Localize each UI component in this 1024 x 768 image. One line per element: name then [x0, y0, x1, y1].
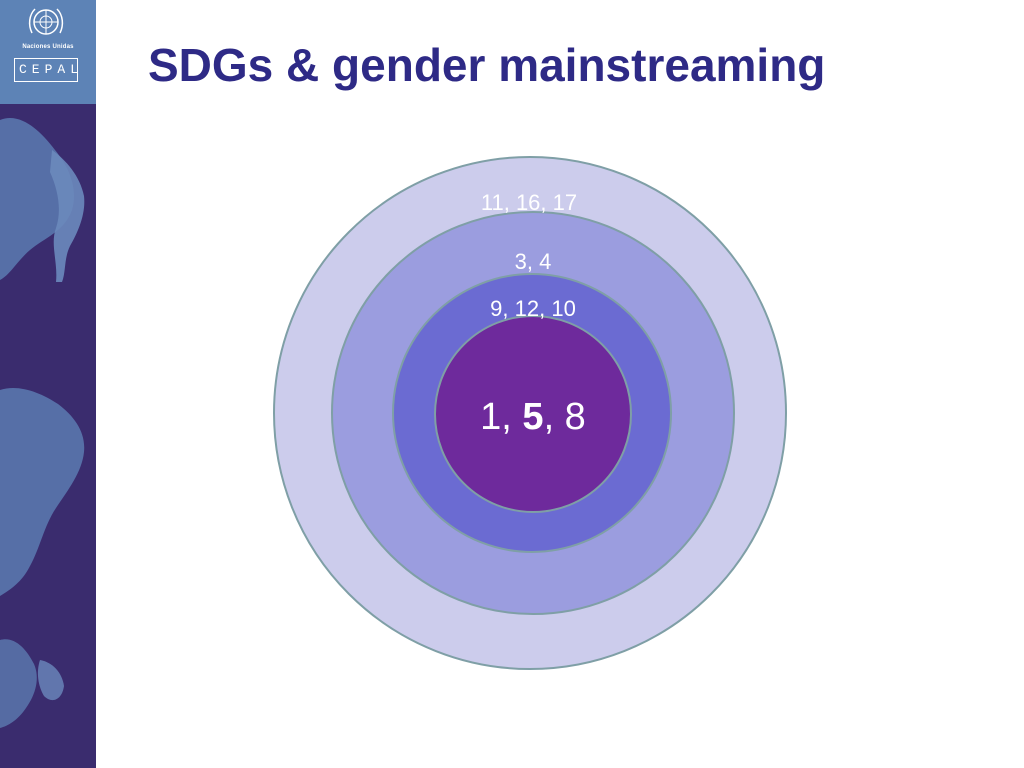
page-title: SDGs & gender mainstreaming [148, 39, 826, 91]
third-ring-label: 9, 12, 10 [490, 296, 576, 321]
core-label-prefix: 1, [480, 396, 522, 438]
second-ring-label: 3, 4 [515, 249, 552, 274]
logo-panel [0, 0, 96, 104]
sidebar-banner: Naciones Unidas CEPAL [0, 0, 96, 768]
org-name-label: Naciones Unidas [22, 44, 74, 50]
core-label-suffix: , 8 [544, 396, 586, 438]
core-label-emphasis: 5 [522, 396, 543, 438]
cepal-logo: CEPAL [14, 58, 78, 82]
core-label: 1, 5, 8 [480, 396, 586, 438]
outer-ring-label: 11, 16, 17 [481, 190, 577, 215]
un-emblem-icon [28, 8, 64, 35]
americas-map-graphic [0, 118, 85, 728]
core-circle [434, 315, 632, 513]
